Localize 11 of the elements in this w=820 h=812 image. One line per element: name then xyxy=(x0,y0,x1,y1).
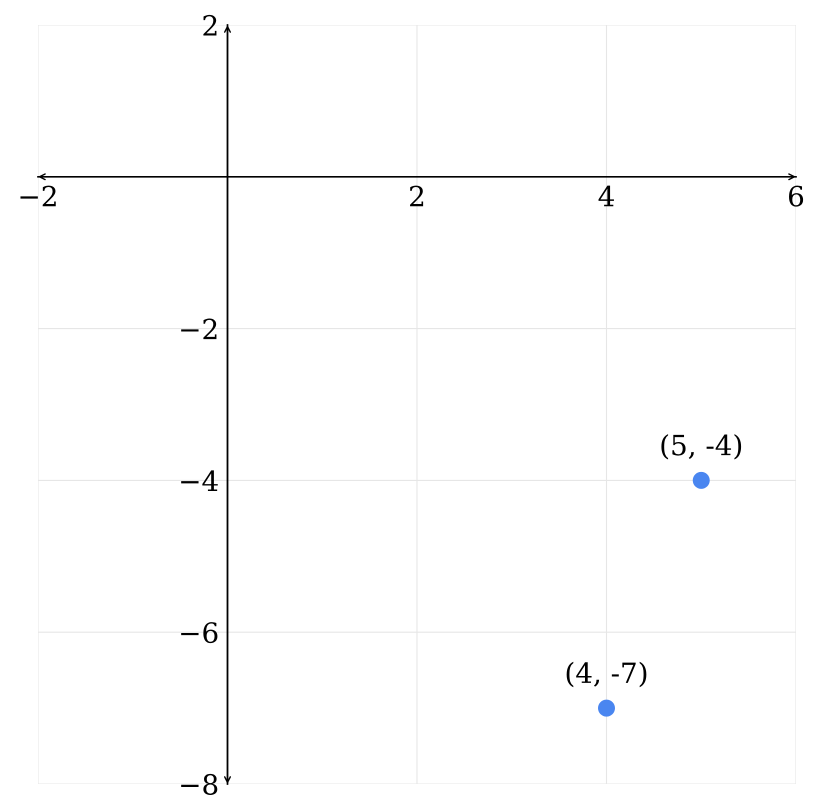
annotation: (4, -7) xyxy=(566,662,646,688)
y-tick-label: 2 xyxy=(203,14,216,36)
x-tick-label: −2 xyxy=(20,186,56,206)
annotation: (5, -4) xyxy=(661,434,742,460)
y-tick-label: −4 xyxy=(181,470,218,491)
x-tick-label: 6 xyxy=(789,186,804,207)
x-tick-label: 4 xyxy=(598,186,614,206)
x-tick-label: 2 xyxy=(410,186,424,206)
y-tick-label: −2 xyxy=(181,318,216,340)
y-tick-label: −6 xyxy=(181,622,218,644)
y-tick-label: −8 xyxy=(181,774,218,795)
